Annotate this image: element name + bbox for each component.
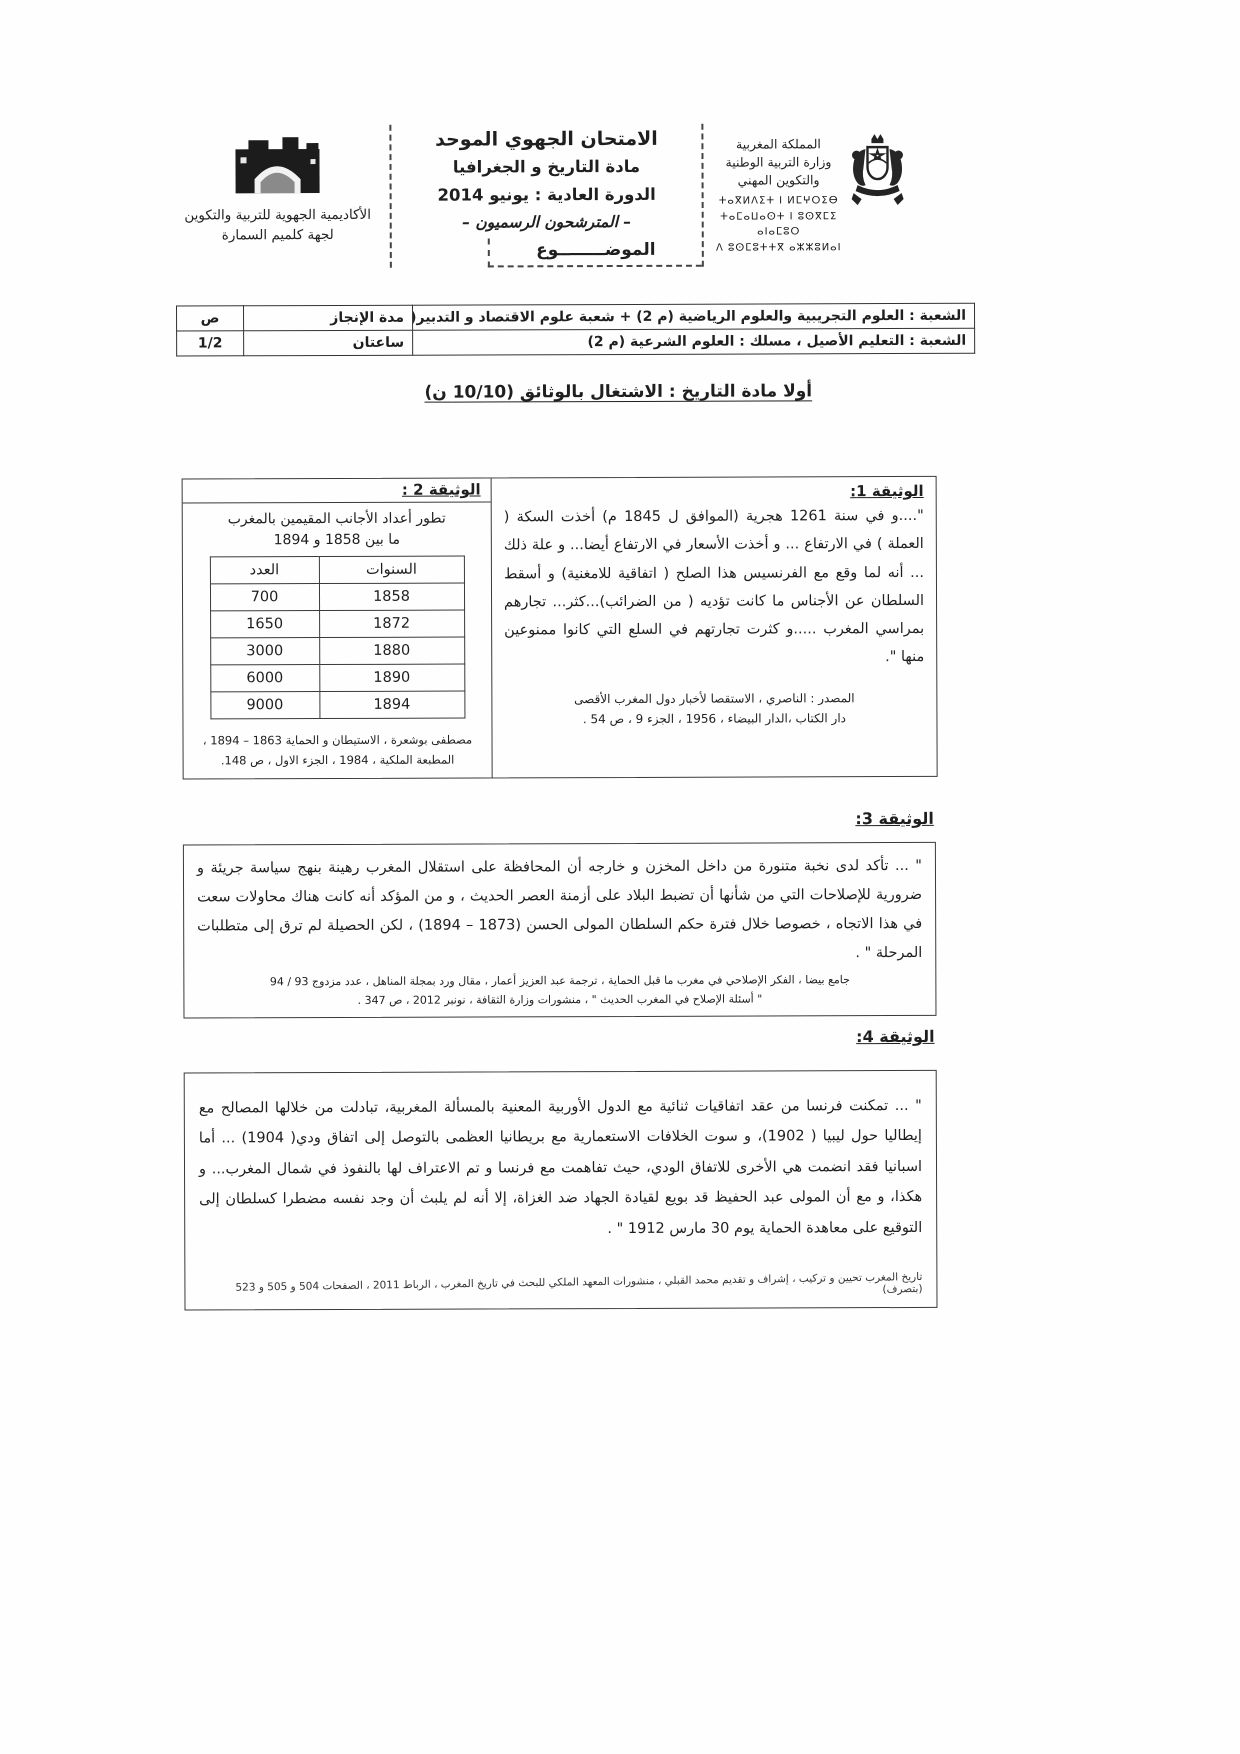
page-label-cell: ص [176,305,244,332]
count-cell: 3000 [210,637,320,665]
table-row: 1880 3000 [210,637,465,665]
kingdom-line: المملكة المغربية [735,136,821,152]
document-1: الوثيقة 1: "....و في سنة 1261 هجرية (الم… [490,476,937,778]
table-row: الشعبة : التعليم الأصيل ، مسلك : العلوم … [176,328,975,357]
document-1-source-line-1: المصدر : الناصري ، الاستقصا لأخبار دول ا… [574,690,855,706]
academy-logo-icon [235,137,320,194]
document-4-text: " ... تمكنت فرنسا من عقد اتفاقيات ثنائية… [198,1097,923,1237]
coat-of-arms-icon [851,134,904,206]
count-column-header: العدد [209,556,319,584]
year-cell: 1872 [319,610,465,638]
academy-region: لجهة كلميم السمارة [221,227,334,244]
tifinagh-line-2: ⵜⴰⵎⴰⵡⴰⵙⵜ ⵏ ⵓⵙⴳⵎⵉ ⴰⵏⴰⵎⵓⵔ [720,211,838,238]
year-cell: 1880 [319,637,465,665]
document-2: الوثيقة 2 : تطور أعداد الأجانب المقيمين … [182,478,492,778]
exam-candidates-line: – المترشحون الرسميون – [462,212,632,232]
document-1-source-line-2: دار الكتاب ،الدار البيضاء ، 1956 ، الجزء… [582,711,847,727]
document-4-title: الوثيقة 4: [856,1026,935,1047]
section-title: أولا مادة التاريخ : الاشتغال بالوثائق (1… [424,381,813,403]
years-column-header: السنوات [318,556,464,584]
document-4-box: " ... تمكنت فرنسا من عقد اتفاقيات ثنائية… [183,1069,938,1311]
table-row: 1890 6000 [210,664,465,692]
page-value-cell: 1/2 [176,330,244,357]
document-3-text: " ... تأكد لدى نخبة متنورة من داخل المخز… [196,857,923,962]
document-2-caption: تطور أعداد الأجانب المقيمين بالمغرب ما ب… [227,510,446,549]
document-3: الوثيقة 3: " ... تأكد لدى نخبة متنورة من… [182,808,937,1019]
tifinagh-line-3: ⴷ ⵓⵙⵎⵓⵜⵜⴳ ⴰⵣⵣⵓⵍⴰⵏ [716,242,842,254]
exam-title-box: الامتحان الجهوي الموحد مادة التاريخ و ال… [389,123,704,268]
count-cell: 6000 [210,664,320,692]
duration-value-cell: ساعتان [243,330,413,356]
document-1-text: "....و في سنة 1261 هجرية (الموافق ل 1845… [503,507,925,666]
branch-cell: الشعبة : العلوم التجريبية والعلوم الرياض… [412,303,975,331]
exam-title: الامتحان الجهوي الموحد [435,127,658,151]
ministry-line-2: والتكوين المهني [737,172,820,188]
ministry-line-1: وزارة التربية الوطنية [725,154,832,170]
exam-subject-line: مادة التاريخ و الجغرافيا [452,156,641,177]
year-cell: 1894 [319,691,465,719]
duration-label-cell: مدة الإنجاز [243,305,413,331]
foreigners-count-table: السنوات العدد 1858 700 1872 1650 1880 30… [209,556,465,720]
table-row: 1894 9000 [210,691,465,719]
document-3-source-line-2: " أسئلة الإصلاح في المغرب الحديث " ، منش… [357,992,763,1007]
tifinagh-line-1: ⵜⴰⴳⵍⴷⵉⵜ ⵏ ⵍⵎⵖⵔⵉⴱ [718,195,839,208]
documents-1-2-container: الوثيقة 1: "....و في سنة 1261 هجرية (الم… [181,475,938,780]
document-2-source-line-1: مصطفى بوشعرة ، الاستيطان و الحماية 1863 … [202,732,473,748]
ministry-block: المملكة المغربية وزارة التربية الوطنية و… [709,135,847,256]
count-cell: 9000 [210,691,320,719]
branches-info-table: الشعبة : العلوم التجريبية والعلوم الرياض… [176,303,975,357]
count-cell: 700 [209,583,320,611]
document-4-source: تاريخ المغرب تحيين و تركيب ، إشراف و تقد… [235,1271,923,1296]
academy-name: الأكاديمية الجهوية للتربية والتكوين [184,206,372,224]
table-row: 1872 1650 [210,610,465,638]
document-1-title: الوثيقة 1: [850,481,924,501]
count-cell: 1650 [210,610,320,638]
exam-session-line: الدورة العادية : يونيو 2014 [437,184,656,205]
table-row: 1858 700 [209,583,465,611]
document-3-source-line-1: جامع بيضا ، الفكر الإصلاحي في مغرب ما قب… [269,973,850,989]
document-3-box: " ... تأكد لدى نخبة متنورة من داخل المخز… [182,841,937,1019]
document-3-title: الوثيقة 3: [855,808,934,829]
year-cell: 1890 [319,664,465,692]
document-2-source-line-2: المطبعة الملكية ، 1984 ، الجزء الاول ، ص… [220,752,455,767]
document-4: الوثيقة 4: " ... تمكنت فرنسا من عقد اتفا… [183,1026,938,1311]
branch-cell: الشعبة : التعليم الأصيل ، مسلك : العلوم … [412,328,975,356]
table-header-row: السنوات العدد [209,556,464,584]
document-2-title: الوثيقة 2 : [182,478,491,504]
subject-label: الموضــــــــوع [487,237,702,268]
year-cell: 1858 [318,583,465,611]
academy-block: الأكاديمية الجهوية للتربية والتكوين لجهة… [155,137,399,246]
table-row: الشعبة : العلوم التجريبية والعلوم الرياض… [176,303,975,332]
